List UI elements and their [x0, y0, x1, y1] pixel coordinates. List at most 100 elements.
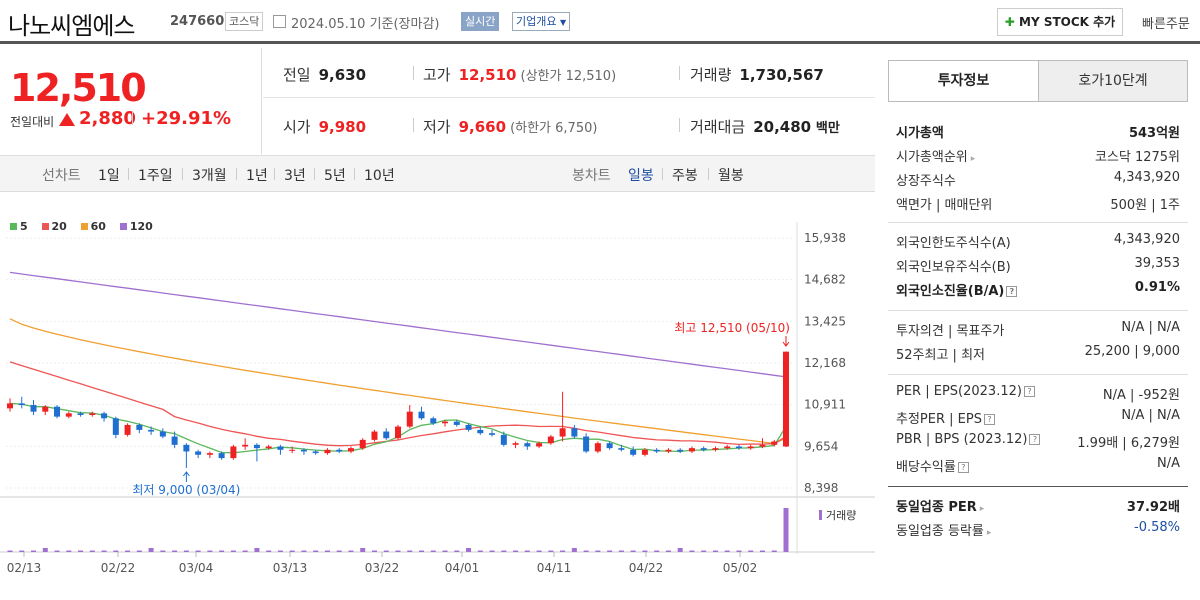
tab-1y[interactable]: 1년 [246, 168, 268, 184]
volume-bar [759, 550, 765, 552]
info-value: 500원 | 1주 [1110, 198, 1180, 213]
info-label: 시가총액순위 ▸ [896, 150, 976, 165]
volume-bar [618, 550, 624, 552]
info-label: 동일업종 PER ▸ [896, 500, 985, 515]
info-value: 4,343,920 [1113, 170, 1180, 185]
help-icon[interactable]: ? [1006, 286, 1018, 297]
candle-body [688, 448, 695, 452]
candle-body [536, 443, 543, 447]
tab-10y[interactable]: 10년 [364, 168, 395, 184]
volume-bar [419, 550, 425, 552]
ma-legend: 5 20 60 120 [10, 220, 163, 233]
volume-bar [66, 550, 72, 552]
legend-ma120: 120 [119, 220, 153, 233]
candle-body [465, 424, 472, 430]
stock-chart[interactable]: 5 20 60 120 15,938 14,682 13,425 12,168 10,9… [0, 192, 875, 600]
volume-bar [371, 550, 377, 552]
candle-body [312, 451, 319, 454]
candle-body [289, 449, 296, 451]
low-arrow-icon [182, 471, 190, 482]
volume-bar [207, 550, 213, 552]
candle-body [159, 431, 166, 437]
help-icon[interactable]: ? [957, 462, 969, 473]
help-icon[interactable]: ? [983, 414, 995, 425]
volume-bar [101, 550, 107, 552]
volume-bar [289, 550, 295, 552]
volume-bar [313, 550, 319, 552]
tab-3m[interactable]: 3개월 [192, 168, 227, 184]
candle-body [430, 418, 437, 424]
volume-bar [242, 550, 248, 552]
tab-1w[interactable]: 1주일 [138, 168, 173, 184]
tab-investment-info[interactable]: 투자정보 [889, 61, 1038, 101]
chevron-right-icon: ▸ [979, 504, 985, 514]
candle-body [218, 453, 225, 459]
candle-body [195, 451, 202, 455]
legend-ma60: 60 [80, 220, 106, 233]
price-change-percent: +29.91% [141, 108, 232, 129]
volume-bar [536, 550, 542, 552]
tab-monthly[interactable]: 월봉 [718, 168, 744, 184]
tab-1d[interactable]: 1일 [98, 168, 120, 184]
volume-bar [395, 550, 401, 552]
divider [354, 168, 355, 180]
candle-body [265, 446, 272, 449]
volume-bar [172, 550, 178, 552]
help-icon[interactable]: ? [1023, 386, 1035, 397]
volume-bar [513, 550, 519, 552]
prev-close: 전일 9,630 [283, 66, 367, 84]
info-value: -0.58% [1134, 520, 1180, 535]
volume-bar [336, 550, 342, 552]
info-label: 시가총액 [896, 126, 944, 141]
my-stock-add-button[interactable]: ✚ MY STOCK 추가 [997, 8, 1123, 36]
candle-body [453, 421, 460, 425]
tab-3y[interactable]: 3년 [284, 168, 306, 184]
info-label: 투자의견 | 목표주가 [896, 324, 1005, 339]
fast-order-link[interactable]: 빠른주문 [1142, 17, 1190, 32]
high-arrow-icon [782, 336, 790, 347]
volume-bar [125, 550, 131, 552]
help-icon[interactable]: ? [1029, 434, 1041, 445]
chevron-right-icon: ▸ [970, 154, 976, 164]
volume-bar [219, 550, 225, 552]
candle-body [171, 436, 178, 445]
x-tick-label: 02/22 [101, 561, 136, 575]
volume-bar [583, 550, 589, 552]
chevron-down-icon: ▼ [559, 18, 567, 27]
volume-bar [407, 550, 413, 552]
candle-body [136, 424, 143, 430]
current-price: 12,510 [10, 66, 147, 110]
tab-weekly[interactable]: 주봉 [672, 168, 698, 184]
high-price: 고가 12,510 (상한가 12,510) [423, 66, 617, 84]
volume-bar [324, 550, 330, 552]
chart-period-tabs: 선차트 1일 1주일 3개월 1년 3년 5년 10년 봉차트 일봉 주봉 월봉 [0, 155, 875, 192]
company-overview-dropdown[interactable]: 기업개요 ▼ [512, 12, 571, 31]
x-tick-label: 03/13 [273, 561, 308, 575]
candle-body [489, 433, 496, 435]
candle-body [653, 449, 660, 452]
base-date: 2024.05.10 기준(장마감) [291, 17, 440, 32]
tab-daily[interactable]: 일봉 [628, 168, 654, 184]
volume-bar [113, 550, 119, 552]
tab-order-book[interactable]: 호가10단계 [1038, 61, 1187, 101]
volume-bar [19, 550, 25, 552]
realtime-button[interactable]: 실시간 [461, 12, 500, 31]
candle-body [477, 429, 484, 434]
volume-bar [54, 550, 60, 552]
candle-body [112, 418, 119, 435]
candle-body [759, 444, 766, 447]
stats-row: 시가 9,980 저가 9,660 (하한가 6,750) 거래대금 20,480 백만 [263, 100, 875, 150]
candle-body [630, 449, 637, 455]
info-row[interactable]: 동일업종 등락률 ▸ -0.58% [888, 516, 1188, 540]
info-row[interactable]: 시가총액순위 ▸ 코스닥 1275위 [888, 142, 1188, 166]
candle-body [724, 446, 731, 449]
candle-body [359, 439, 366, 449]
candlestick-chart-svg: 15,938 14,682 13,425 12,168 10,911 9,654 8,398… [0, 222, 875, 575]
info-row: 상장주식수 4,343,920 [888, 166, 1188, 190]
tab-5y[interactable]: 5년 [324, 168, 346, 184]
info-row[interactable]: 동일업종 PER ▸ 37.92배 [888, 492, 1188, 516]
volume-bar [654, 550, 660, 552]
ma60-line [9, 318, 787, 445]
info-label: 추정PER | EPS? [896, 408, 995, 427]
y-tick-label: 9,654 [804, 439, 838, 453]
